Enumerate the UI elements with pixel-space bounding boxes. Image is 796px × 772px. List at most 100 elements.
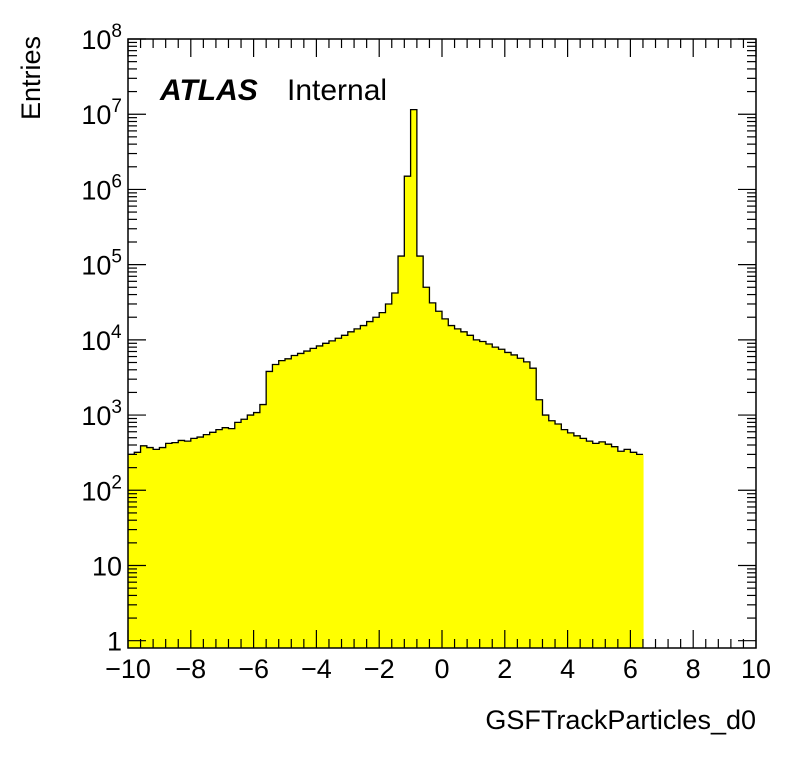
histogram-bar (285, 358, 292, 648)
histogram-bar (153, 449, 160, 648)
histogram-bar (184, 441, 192, 648)
histogram-bar (322, 343, 330, 648)
histogram-bar (316, 345, 324, 648)
histogram-bar (611, 446, 619, 648)
histogram-bar (498, 349, 506, 648)
histogram-bar (140, 445, 148, 648)
histogram-bar (467, 335, 474, 648)
histogram-bar (209, 432, 217, 648)
histogram-bar (247, 415, 255, 648)
histogram-bar (561, 429, 569, 648)
histogram-bar (259, 404, 267, 648)
histogram-bar (222, 427, 230, 648)
histogram-bar (341, 335, 349, 648)
axis-ticks (127, 38, 757, 648)
y-tick-label: 1 (107, 627, 122, 657)
histogram-bar (542, 415, 550, 648)
histogram-bar (391, 292, 399, 648)
histogram-bar (291, 355, 299, 648)
histogram-bar (599, 441, 606, 648)
histogram-bar (423, 287, 431, 648)
histogram-bar (278, 360, 286, 648)
histogram-layer (128, 108, 644, 649)
histogram-bar (485, 344, 493, 648)
histogram-bar (429, 302, 437, 648)
histogram-bar (636, 454, 644, 648)
y-axis-title: Entries (16, 36, 46, 120)
y-tick-label: 104 (81, 322, 122, 356)
histogram-bar (171, 442, 179, 648)
histogram-bar (454, 328, 462, 648)
histogram-bar (460, 331, 468, 648)
histogram-bar (178, 440, 186, 648)
x-tick-label: 6 (623, 654, 638, 684)
histogram-bar (410, 109, 418, 648)
histogram-bar (442, 318, 449, 648)
x-tick-label: −2 (364, 654, 395, 684)
histogram-bar (548, 420, 556, 648)
histogram-bar (303, 351, 311, 648)
histogram-bar (605, 444, 613, 648)
histogram-bar (536, 399, 544, 648)
histogram-bar (228, 428, 236, 648)
histogram-bar (234, 422, 242, 648)
histogram-bar (360, 325, 368, 648)
histogram-bar (128, 454, 135, 648)
histogram-bar (555, 424, 562, 648)
histogram-bar (592, 443, 600, 648)
histogram-bar (379, 312, 387, 648)
y-tick-label: 10 (92, 551, 122, 581)
y-tick-label: 105 (81, 247, 122, 281)
histogram-bar (586, 441, 594, 648)
histogram-bar (580, 438, 588, 648)
histogram-bar (473, 339, 481, 648)
x-tick-label: 10 (741, 654, 771, 684)
histogram-bar (504, 352, 512, 648)
y-tick-label: 107 (81, 96, 122, 130)
histogram-bar (190, 438, 198, 648)
histogram-bar (529, 368, 537, 648)
histogram-bar (215, 429, 223, 648)
histogram-bar (624, 449, 631, 648)
x-tick-label: −10 (105, 654, 151, 684)
histogram-bar (517, 358, 525, 648)
histogram-bar (165, 443, 173, 648)
y-tick-label: 103 (81, 397, 122, 431)
histogram-bar (573, 435, 581, 648)
internal-label: Internal (287, 74, 387, 107)
histogram-bar (523, 361, 531, 648)
y-tick-label: 102 (81, 472, 122, 506)
y-tick-label: 108 (81, 21, 122, 55)
histogram-bar (134, 452, 142, 648)
x-tick-label: −6 (238, 654, 269, 684)
histogram-bar (203, 434, 211, 648)
x-tick-label: 4 (560, 654, 575, 684)
axis-tick-labels: −10 −8 −6 −4 −2 0 2 4 6 8 10 1 10 102 103 104 105 106 107 1… (81, 21, 771, 684)
y-tick-label: 106 (81, 171, 122, 205)
histogram-bar (398, 256, 405, 648)
histogram-outline (128, 108, 643, 456)
histogram-bar (385, 303, 393, 648)
histogram-bar (297, 353, 305, 648)
x-tick-label: 2 (497, 654, 512, 684)
histogram-bar (266, 371, 274, 648)
histogram-bar (253, 412, 261, 648)
atlas-label: ATLAS (159, 74, 258, 107)
x-tick-label: −8 (175, 654, 206, 684)
histogram-bar (416, 256, 424, 648)
x-axis-title: GSFTrackParticles_d0 (485, 705, 756, 735)
histogram-bar (272, 364, 280, 648)
histogram-bar (197, 437, 204, 648)
x-tick-label: −4 (301, 654, 332, 684)
histogram-bar (354, 328, 361, 648)
histogram-bar (328, 340, 336, 648)
histogram-bar (404, 176, 412, 649)
x-tick-label: 8 (686, 654, 701, 684)
x-tick-label: 0 (434, 654, 449, 684)
histogram-bar (146, 447, 154, 648)
histogram-bar (511, 354, 518, 648)
histogram-bar (372, 317, 380, 648)
histogram-bar (347, 331, 355, 648)
histogram-bar (366, 321, 374, 648)
